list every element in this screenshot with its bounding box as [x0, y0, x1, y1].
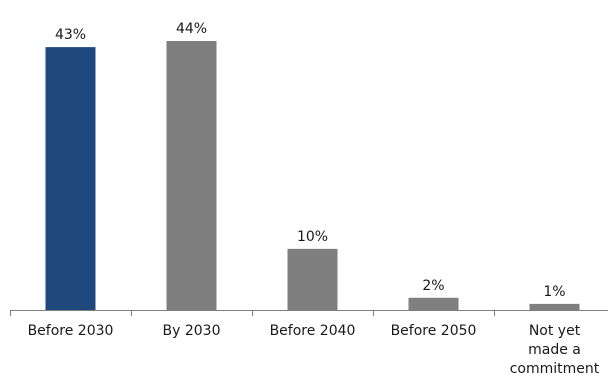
x-tick-label-line: Before 2040 — [270, 323, 356, 339]
bar-value-label: 10% — [297, 229, 328, 245]
bar — [529, 303, 580, 310]
x-tick-label-line: Not yet — [529, 323, 581, 339]
bar — [287, 248, 338, 310]
x-tick-label: Before 2030 — [28, 323, 114, 339]
x-tick-label-line: commitment — [510, 361, 600, 377]
bar — [45, 47, 96, 310]
x-tick-label: Before 2050 — [391, 323, 477, 339]
bar-value-label: 1% — [543, 284, 565, 300]
x-tick-label-line: Before 2050 — [391, 323, 477, 339]
bar-value-label: 44% — [176, 21, 207, 37]
bar-value-label: 2% — [422, 278, 444, 294]
x-axis — [10, 310, 608, 316]
value-labels-group: 43% 44% 10% 2% 1% — [55, 21, 566, 300]
x-tick-labels-group: Before 2030 By 2030 Before 2040 Before 2050… — [28, 323, 600, 377]
bars-group — [45, 41, 580, 310]
x-tick-label-line: Before 2030 — [28, 323, 114, 339]
x-tick-label: Not yet made a commitment — [510, 323, 600, 377]
x-tick-label: Before 2040 — [270, 323, 356, 339]
x-tick-label-line: made a — [528, 342, 581, 358]
bar-value-label: 43% — [55, 27, 86, 43]
bar — [166, 41, 217, 310]
x-tick-label-line: By 2030 — [163, 323, 221, 339]
x-tick-label: By 2030 — [163, 323, 221, 339]
bar — [408, 297, 459, 310]
